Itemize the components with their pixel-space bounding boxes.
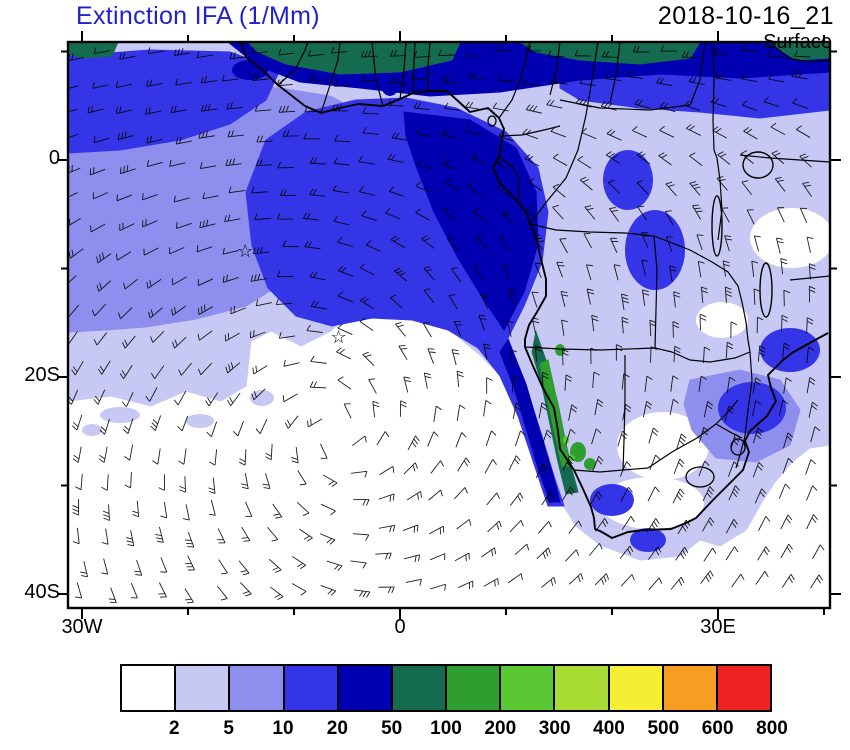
colorbar-cell: [447, 666, 502, 710]
colorbar-cell: [122, 666, 177, 710]
country-border: [716, 157, 723, 241]
colorbar-level-label: 2: [169, 718, 180, 739]
colorbar-level-label: 50: [381, 718, 403, 739]
country-border: [689, 42, 706, 106]
country-border: [647, 423, 717, 469]
station-star-marker: ☆: [237, 241, 253, 261]
country-border: [529, 223, 655, 237]
country-border: [498, 42, 531, 119]
country-border: [769, 42, 830, 63]
plot-frame-and-ticks: [57, 31, 841, 619]
country-border: [622, 355, 626, 471]
country-border: [559, 99, 691, 111]
y-axis-tick-label-40s: 40S: [24, 581, 60, 603]
colorbar-level-label: 100: [430, 718, 462, 739]
colorbar-level-label: 300: [538, 718, 571, 739]
colorbar-cell: [609, 666, 664, 710]
country-border: [427, 42, 431, 91]
country-border: [712, 42, 718, 159]
country-border: [715, 423, 743, 439]
colorbar-labels: 2 5 10 20 50 100 200 300 400 500 600 800: [120, 718, 788, 744]
colorbar-cell: [392, 666, 448, 710]
country-border: [739, 154, 830, 163]
colorbar-cell: [501, 666, 556, 710]
enclave-outline: [685, 466, 715, 488]
colorbar-cell: [717, 666, 771, 710]
plot-level-label: Surface: [763, 31, 832, 53]
lake-outline: [759, 262, 773, 318]
colorbar-level-label: 800: [756, 718, 788, 739]
colorbar-cell: [284, 666, 339, 710]
colorbar-cell: [663, 666, 718, 710]
country-border: [498, 156, 521, 203]
plot-datetime: 2018-10-16_21: [657, 2, 834, 30]
country-border: [524, 346, 673, 353]
y-axis-tick-label-0: 0: [48, 147, 60, 169]
colorbar-cell: [338, 666, 393, 710]
colorbar-level-label: 5: [223, 718, 234, 739]
colorbar-cells: [122, 666, 771, 710]
plot-title: Extinction IFA (1/Mm): [76, 2, 320, 30]
country-border: [653, 235, 658, 349]
x-axis-tick-label-30e: 30E: [700, 616, 736, 638]
country-border: [412, 42, 416, 94]
basemap-lines: [240, 42, 830, 539]
colorbar: [120, 664, 772, 712]
country-border: [609, 42, 621, 104]
y-axis-tick-label-20s: 20S: [24, 364, 60, 386]
country-border: [399, 42, 407, 100]
country-border: [789, 275, 830, 281]
country-border: [715, 399, 739, 425]
country-border: [549, 42, 561, 96]
colorbar-level-label: 200: [484, 718, 517, 739]
country-border: [320, 42, 341, 114]
country-border: [744, 351, 753, 437]
extinction-field: [68, 42, 830, 561]
country-border: [499, 125, 561, 137]
colorbar-cell: [230, 666, 285, 710]
country-border: [671, 351, 751, 363]
enclave-outline: [487, 115, 497, 127]
x-axis-tick-label-30w: 30W: [61, 616, 103, 638]
lake-outline: [742, 151, 774, 179]
colorbar-cell: [176, 666, 231, 710]
station-star-marker: ☆: [330, 327, 346, 347]
x-axis-tick-label-0: 0: [394, 616, 406, 638]
country-border: [277, 42, 309, 86]
colorbar-level-label: 400: [593, 718, 625, 739]
colorbar-level-label: 500: [647, 718, 680, 739]
country-border: [653, 235, 751, 353]
lake-outline: [711, 195, 723, 257]
colorbar-level-label: 20: [326, 718, 348, 739]
colorbar-level-label: 600: [701, 718, 734, 739]
enclave-outline: [730, 438, 746, 456]
country-border: [573, 467, 649, 473]
colorbar-cell: [555, 666, 610, 710]
country-border: [529, 42, 599, 225]
colorbar-level-label: 10: [272, 718, 294, 739]
country-border: [371, 42, 384, 107]
